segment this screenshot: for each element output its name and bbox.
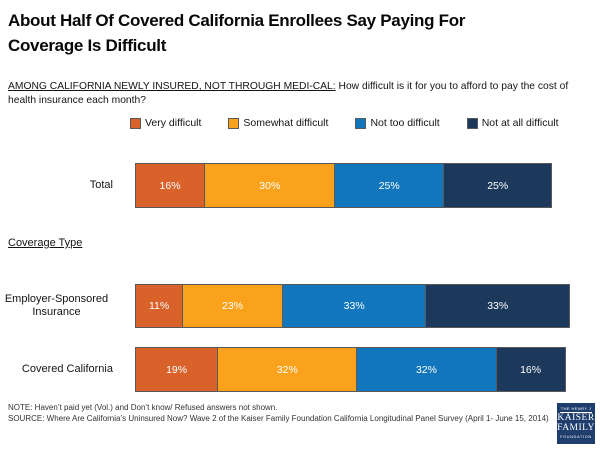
bar-row: Employer-Sponsored Insurance 11% 23% 33% 33%	[0, 284, 570, 328]
stacked-bar: 19% 32% 32% 16%	[135, 347, 566, 392]
bar-segment: 32%	[217, 347, 358, 392]
legend-swatch	[355, 117, 367, 129]
kff-logo-line4: FOUNDATION	[560, 434, 592, 439]
row-label: Employer-Sponsored Insurance	[4, 293, 109, 318]
legend-swatch	[228, 117, 240, 129]
stacked-bar: 11% 23% 33% 33%	[135, 284, 570, 328]
source-text: SOURCE: Where Are California’s Uninsured…	[8, 413, 549, 423]
bar-segment: 32%	[356, 347, 497, 392]
page-title-line2: Coverage Is Difficult	[8, 36, 167, 55]
kff-logo-line1: THE HENRY J	[560, 406, 592, 413]
bar-segment: 33%	[281, 284, 427, 328]
page-title: About Half Of Covered California Enrolle…	[8, 8, 594, 58]
note-text: NOTE: Haven’t paid yet (Vol.) and Don’t …	[8, 403, 278, 412]
footer-notes: NOTE: Haven’t paid yet (Vol.) and Don’t …	[8, 403, 551, 425]
kff-logo: THE HENRY J KAISER FAMILY FOUNDATION	[557, 403, 595, 444]
question-body: How difficult is it for you to afford to…	[8, 81, 569, 106]
bar-segment: 30%	[204, 163, 336, 208]
stacked-bar: 16% 30% 25% 25%	[135, 163, 553, 208]
bar-segment: 16%	[135, 163, 206, 208]
legend-label: Somewhat difficult	[243, 117, 329, 129]
legend-label: Very difficult	[145, 117, 202, 129]
legend-item: Somewhat difficult	[228, 117, 328, 129]
bar-row: Total 16% 30% 25% 25%	[0, 163, 553, 208]
bar-segment: 11%	[135, 284, 184, 328]
row-label: Covered California	[21, 363, 113, 375]
legend-swatch	[466, 117, 478, 129]
bar-segment: 16%	[495, 347, 566, 392]
kff-logo-line2: KAISER	[557, 413, 595, 423]
legend-item: Not too difficult	[355, 117, 440, 129]
kff-logo-line3: FAMILY	[557, 422, 595, 433]
bar-row: Covered California 19% 32% 32% 16%	[0, 347, 566, 392]
legend-item: Very difficult	[130, 117, 201, 129]
bar-segment: 25%	[442, 163, 553, 208]
bar-segment: 25%	[334, 163, 444, 208]
legend-swatch	[130, 117, 141, 129]
legend-label: Not at all difficult	[481, 117, 559, 129]
legend-item: Not at all difficult	[466, 117, 559, 129]
bar-segment: 23%	[182, 284, 283, 328]
bar-segment: 19%	[135, 347, 219, 392]
legend-label: Not too difficult	[370, 117, 440, 129]
coverage-type-label: Coverage Type	[8, 237, 83, 249]
row-label: Total	[89, 179, 113, 191]
chart-legend: Very difficult Somewhat difficult Not too …	[130, 117, 559, 129]
question-text: AMONG CALIFORNIA NEWLY INSURED, NOT THRO…	[8, 80, 596, 107]
bar-segment: 33%	[425, 284, 570, 328]
page-title-line1: About Half Of Covered California Enrolle…	[8, 11, 466, 30]
question-population: AMONG CALIFORNIA NEWLY INSURED, NOT THRO…	[8, 81, 336, 92]
